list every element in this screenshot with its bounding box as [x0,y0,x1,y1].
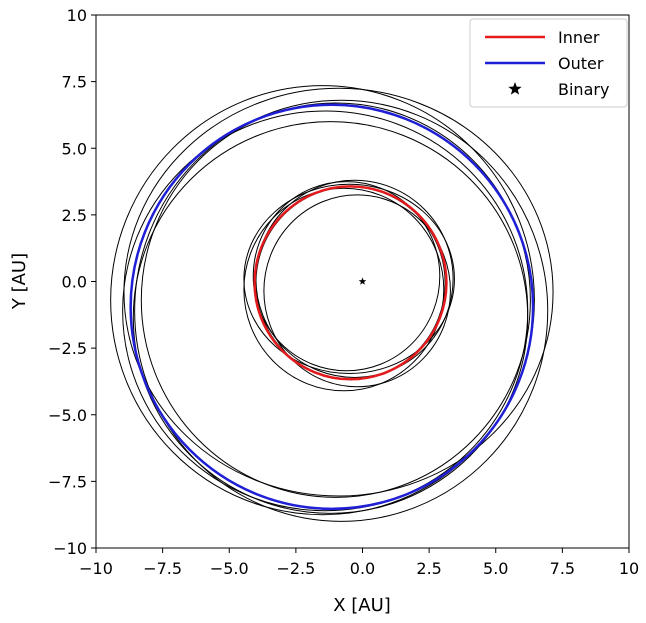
sample-orbit-10 [122,110,529,512]
y-tick-label: −7.5 [48,472,87,491]
sample-orbit-2 [263,194,451,388]
y-tick-label: −5.0 [48,406,87,425]
y-tick-label: 7.5 [62,73,87,92]
x-tick-label: −2.5 [276,559,315,578]
y-tick-label: 5.0 [62,139,87,158]
sample-orbit-12 [140,102,531,498]
legend: Inner Outer Binary [469,18,628,108]
sample-orbit-5 [243,183,455,374]
x-tick-label: 2.5 [416,559,441,578]
x-tick-label: 7.5 [550,559,575,578]
series-outer-orbit [129,103,535,511]
y-tick-label: −2.5 [48,339,87,358]
sample-orbits [110,85,554,522]
y-tick-label: 0.0 [62,273,87,292]
y-tick-label: −10 [53,539,87,558]
axes: −10 −7.5 −5.0 −2.5 0.0 2.5 5.0 7.5 10 10 7.5 5.0 2.5… [48,6,639,578]
series-inner-orbit [253,185,448,381]
x-tick-label: 0.0 [350,559,375,578]
legend-label-binary: Binary [558,80,609,99]
x-tick-label: −7.5 [143,559,182,578]
sample-orbit-3 [252,181,441,372]
binary-star-marker [358,277,367,285]
x-tick-label: 10 [619,559,639,578]
series-layer [129,103,535,511]
y-tick-label: 10 [67,6,87,25]
x-tick-label: 5.0 [483,559,508,578]
sample-orbit-1 [243,187,445,392]
legend-frame [469,18,628,108]
y-tick-label: 2.5 [62,206,87,225]
x-tick-label: −5.0 [210,559,249,578]
x-axis-label: X [AU] [333,595,391,616]
legend-label-outer: Outer [558,54,604,73]
legend-star-icon [508,82,522,95]
sample-orbit-7 [110,85,535,516]
legend-label-inner: Inner [558,28,600,47]
x-tick-label: −10 [79,559,113,578]
y-axis-label: Y [AU] [9,253,30,310]
sample-orbit-9 [134,99,549,522]
